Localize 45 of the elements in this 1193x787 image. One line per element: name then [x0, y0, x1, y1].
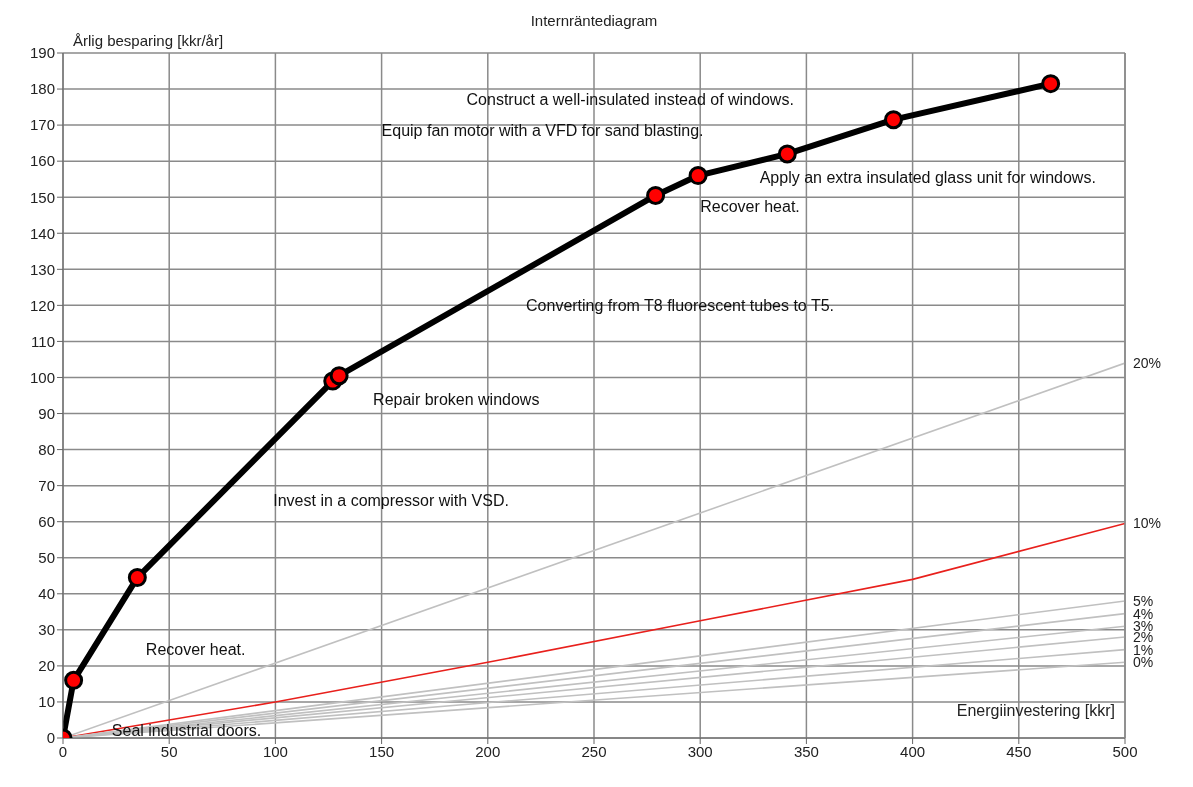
y-tick-label: 50 [38, 549, 55, 567]
x-tick-label: 400 [900, 742, 926, 760]
y-tick-label: 170 [29, 116, 55, 134]
chart-title: Internräntediagram [530, 12, 658, 29]
y-tick-label: 120 [29, 296, 55, 314]
y-tick-label: 80 [38, 440, 55, 458]
y-tick-label: 0 [46, 729, 55, 747]
y-tick-label: 100 [29, 368, 55, 386]
y-axis-title: Årlig besparing [kkr/år] [73, 32, 224, 49]
y-tick-label: 110 [31, 332, 55, 350]
y-tick-label: 150 [29, 188, 55, 206]
annotation: Apply an extra insulated glass unit for windows. [759, 168, 1096, 186]
series-label: 20% [1133, 354, 1162, 371]
x-tick-label: 500 [1112, 742, 1138, 760]
annotation: Converting from T8 fluorescent tubes to T5. [526, 296, 835, 314]
y-tick-label: 190 [29, 44, 55, 62]
x-tick-label: 200 [475, 742, 501, 760]
y-tick-label: 160 [29, 152, 55, 170]
x-tick-label: 450 [1006, 742, 1032, 760]
x-tick-label: 0 [58, 742, 68, 760]
annotation: Repair broken windows [373, 390, 540, 408]
y-tick-label: 70 [38, 476, 55, 494]
y-tick-label: 20 [38, 657, 55, 675]
x-tick-label: 50 [160, 742, 178, 760]
annotation: Recover heat. [145, 641, 246, 659]
y-tick-label: 60 [38, 513, 55, 531]
annotation: Seal industrial doors. [111, 722, 262, 740]
y-tick-label: 180 [29, 80, 55, 98]
y-tick-label: 40 [38, 585, 55, 603]
annotation: Recover heat. [700, 197, 800, 215]
x-tick-label: 250 [581, 742, 607, 760]
y-tick-label: 130 [29, 260, 55, 278]
x-axis-title: Energiinvestering [kkr] [956, 702, 1115, 719]
y-tick-label: 10 [38, 693, 55, 711]
x-tick-label: 350 [793, 742, 819, 760]
x-tick-label: 150 [369, 742, 395, 760]
annotation: Construct a well-insulated instead of windows. [466, 91, 794, 109]
y-tick-label: 30 [38, 621, 55, 639]
y-tick-label: 140 [29, 224, 55, 242]
annotation: Equip fan motor with a VFD for sand blasting. [381, 122, 704, 140]
x-tick-label: 300 [687, 742, 713, 760]
annotation: Invest in a compressor with VSD. [273, 491, 509, 509]
series-label: 10% [1133, 515, 1162, 532]
y-tick-label: 90 [38, 404, 55, 422]
x-tick-label: 100 [262, 742, 288, 760]
